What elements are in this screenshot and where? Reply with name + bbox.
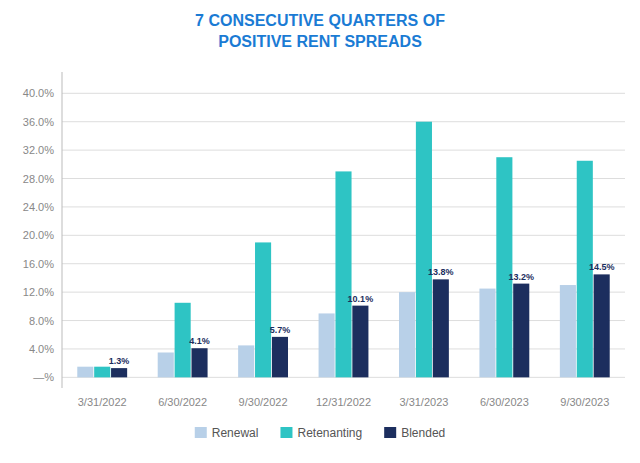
bar xyxy=(352,306,368,378)
legend-swatch xyxy=(280,427,292,438)
legend-swatch xyxy=(384,427,396,438)
bar xyxy=(594,274,610,377)
bar xyxy=(77,367,93,378)
legend-swatch xyxy=(195,427,207,438)
bar xyxy=(175,303,191,378)
y-tick-label: 36.0% xyxy=(23,116,54,128)
bar xyxy=(479,289,495,378)
bar xyxy=(513,284,529,378)
data-label: 4.1% xyxy=(189,336,210,346)
bar xyxy=(416,122,432,378)
y-tick-label: 20.0% xyxy=(23,229,54,241)
bar xyxy=(94,367,110,378)
bar xyxy=(191,348,207,377)
data-labels: 1.3% 4.1% 5.7% 10.1% 13.8% 13.2% 14.5% xyxy=(109,262,615,366)
data-label: 13.8% xyxy=(428,267,454,277)
x-tick-label: 6/30/2022 xyxy=(158,396,207,408)
data-label: 13.2% xyxy=(508,272,534,282)
y-tick-label: 40.0% xyxy=(23,87,54,99)
bar xyxy=(335,171,351,377)
title-line: 7 CONSECUTIVE QUARTERS OF xyxy=(195,12,445,29)
grid-line xyxy=(62,121,625,122)
title: 7 CONSECUTIVE QUARTERS OF POSITIVE RENT S… xyxy=(195,12,445,50)
data-label: 5.7% xyxy=(270,325,291,335)
x-tick-label: 12/31/2022 xyxy=(316,396,371,408)
grid-line xyxy=(62,150,625,151)
legend-label: Blended xyxy=(401,426,445,440)
data-label: 10.1% xyxy=(348,294,374,304)
data-label: 14.5% xyxy=(589,262,615,272)
bar xyxy=(238,345,254,377)
grid-line xyxy=(62,93,625,94)
bar xyxy=(433,279,449,377)
y-tick-label: 32.0% xyxy=(23,144,54,156)
legend-item: Renewal xyxy=(195,426,259,440)
bar xyxy=(560,285,576,377)
bar xyxy=(255,242,271,377)
legend-item: Retenanting xyxy=(280,426,362,440)
chart: 7 CONSECUTIVE QUARTERS OF POSITIVE RENT S… xyxy=(0,0,640,463)
y-axis-line xyxy=(62,72,63,388)
x-tick-label: 6/30/2023 xyxy=(480,396,529,408)
legend-label: Renewal xyxy=(212,426,259,440)
x-tick-label: 9/30/2023 xyxy=(560,396,609,408)
bars xyxy=(77,122,609,378)
x-tick-label: 3/31/2023 xyxy=(399,396,448,408)
y-tick-label: 12.0% xyxy=(23,286,54,298)
x-tick-label: 9/30/2022 xyxy=(239,396,288,408)
x-tick-label: 3/31/2022 xyxy=(78,396,127,408)
grid xyxy=(62,93,625,377)
y-tick-label: 8.0% xyxy=(29,315,54,327)
bar xyxy=(399,292,415,377)
bar xyxy=(319,313,335,377)
bar xyxy=(272,337,288,377)
bar xyxy=(111,368,127,377)
bar xyxy=(158,352,174,377)
legend-label: Retenanting xyxy=(297,426,362,440)
legend-item: Blended xyxy=(384,426,445,440)
legend: Renewal Retenanting Blended xyxy=(195,426,445,440)
y-tick-label: —% xyxy=(33,371,54,383)
y-tick-label: 16.0% xyxy=(23,258,54,270)
bar xyxy=(496,157,512,377)
y-tick-label: 24.0% xyxy=(23,201,54,213)
title-line: POSITIVE RENT SPREADS xyxy=(218,33,422,50)
y-tick-label: 28.0% xyxy=(23,173,54,185)
y-tick-label: 4.0% xyxy=(29,343,54,355)
data-label: 1.3% xyxy=(109,356,130,366)
